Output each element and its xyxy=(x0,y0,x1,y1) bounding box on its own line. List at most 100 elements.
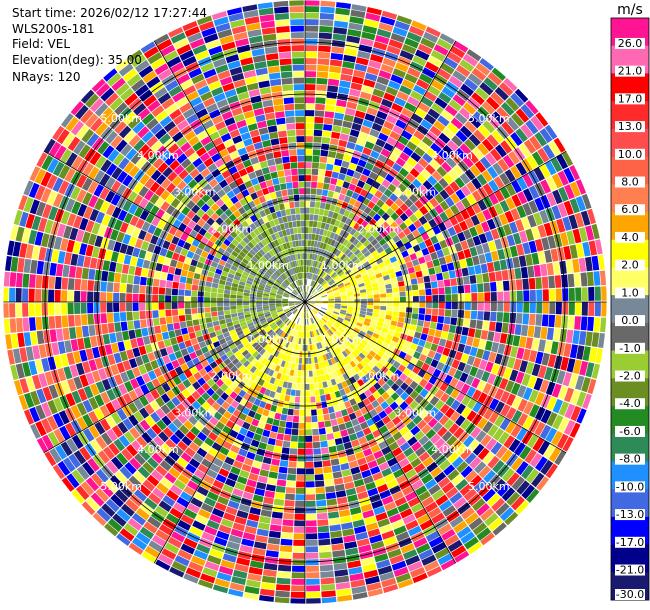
range-gate xyxy=(569,344,578,359)
range-gate xyxy=(413,537,428,549)
range-gate xyxy=(378,132,389,142)
range-gate xyxy=(424,501,438,513)
range-gate xyxy=(384,51,399,62)
range-gate xyxy=(399,167,409,178)
range-gate xyxy=(333,290,340,295)
range-gate xyxy=(120,273,128,284)
range-gate xyxy=(431,102,444,115)
range-gate xyxy=(519,360,528,373)
range-gate xyxy=(313,136,322,143)
range-gate xyxy=(331,284,337,289)
range-gate xyxy=(482,488,496,502)
range-gate xyxy=(438,309,445,317)
range-gate xyxy=(332,255,338,262)
range-gate xyxy=(119,302,126,312)
range-gate xyxy=(332,125,342,133)
range-gate xyxy=(560,232,569,247)
range-gate xyxy=(533,377,544,391)
range-gate xyxy=(576,345,585,360)
range-gate xyxy=(472,443,485,456)
range-gate xyxy=(539,424,552,440)
range-gate xyxy=(344,317,351,322)
range-gate xyxy=(403,447,414,458)
range-gate xyxy=(107,322,115,333)
range-gate xyxy=(395,387,405,396)
range-gate xyxy=(381,254,389,262)
range-gate xyxy=(316,261,320,268)
range-gate xyxy=(287,474,296,481)
range-gate xyxy=(595,348,603,364)
range-gate xyxy=(346,251,354,258)
range-gate xyxy=(516,176,528,191)
range-gate xyxy=(311,363,316,370)
range-gate xyxy=(330,418,338,426)
range-gate xyxy=(428,536,444,548)
range-gate xyxy=(450,278,457,286)
range-gate xyxy=(336,417,345,425)
range-gate xyxy=(579,360,589,376)
range-gate xyxy=(548,275,555,289)
range-gate xyxy=(311,288,316,294)
range-gate xyxy=(336,258,342,266)
range-gate xyxy=(576,391,587,407)
range-gate xyxy=(230,298,237,302)
range-gate xyxy=(354,110,366,119)
range-gate xyxy=(363,79,376,88)
range-gate xyxy=(346,392,354,400)
range-gate xyxy=(368,350,377,357)
range-gate xyxy=(531,151,544,166)
range-gate xyxy=(499,417,511,431)
range-gate xyxy=(493,260,501,272)
range-gate xyxy=(360,292,367,296)
range-gate xyxy=(333,323,340,329)
range-gate xyxy=(565,329,574,344)
range-gate xyxy=(490,281,497,292)
range-gate xyxy=(490,91,505,106)
range-gate xyxy=(404,317,412,324)
range-gate xyxy=(510,112,525,127)
range-gate xyxy=(379,250,387,258)
range-gate xyxy=(444,254,453,264)
range-gate xyxy=(425,164,436,175)
range-gate xyxy=(402,162,413,173)
range-gate xyxy=(389,272,397,279)
range-gate xyxy=(328,279,334,285)
range-gate xyxy=(180,269,188,277)
range-gate xyxy=(381,446,392,456)
range-gate xyxy=(412,178,422,189)
range-gate xyxy=(309,253,313,260)
range-gate xyxy=(407,348,415,357)
range-gate xyxy=(291,578,305,585)
range-gate xyxy=(284,500,295,507)
range-gate xyxy=(478,484,492,497)
range-gate xyxy=(313,254,318,261)
range-gate xyxy=(419,295,426,302)
range-gate xyxy=(411,441,422,452)
range-gate xyxy=(470,284,478,293)
range-gate xyxy=(424,314,432,322)
range-gate xyxy=(263,496,274,505)
range-gate xyxy=(563,245,572,260)
range-gate xyxy=(439,33,455,45)
range-gate xyxy=(353,222,361,231)
range-gate xyxy=(327,309,333,313)
range-gate xyxy=(466,206,476,217)
range-gate xyxy=(349,360,357,368)
range-gate xyxy=(336,213,344,221)
range-gate xyxy=(292,552,305,559)
range-gate xyxy=(331,315,337,320)
range-gate xyxy=(333,233,339,241)
range-gate xyxy=(418,353,427,363)
range-gate xyxy=(401,44,417,55)
range-gate xyxy=(309,377,314,384)
range-gate xyxy=(230,302,237,306)
range-gate xyxy=(389,131,401,141)
range-gate xyxy=(432,302,439,309)
range-gate xyxy=(223,306,230,311)
range-gate xyxy=(472,498,486,512)
range-gate xyxy=(395,240,404,248)
range-gate xyxy=(279,551,292,559)
range-gate xyxy=(133,320,141,329)
range-gate xyxy=(429,159,441,170)
range-gate xyxy=(117,341,126,352)
